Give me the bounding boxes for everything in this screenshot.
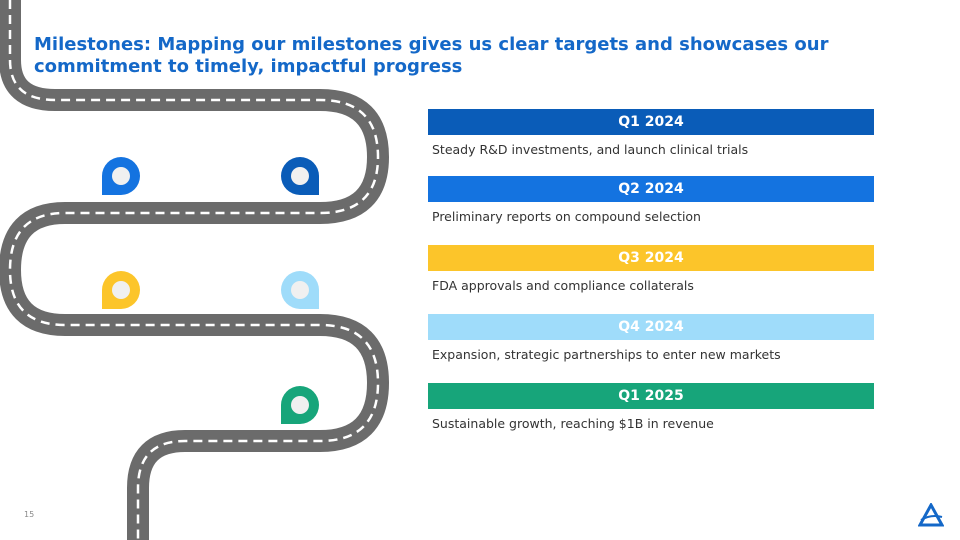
road-centerline bbox=[8, 0, 380, 540]
marker-q3-2024 bbox=[102, 271, 140, 309]
milestone-q4-2024: Q4 2024 Expansion, strategic partnership… bbox=[428, 314, 874, 362]
slide-title: Milestones: Mapping our milestones gives… bbox=[34, 34, 829, 77]
milestone-q3-2024: Q3 2024 FDA approvals and compliance col… bbox=[428, 245, 874, 293]
milestone-q1-2024: Q1 2024 Steady R&D investments, and laun… bbox=[428, 109, 874, 157]
milestone-description: Steady R&D investments, and launch clini… bbox=[432, 142, 749, 157]
milestone-label: Q3 2024 bbox=[428, 245, 874, 271]
milestone-q1-2025: Q1 2025 Sustainable growth, reaching $1B… bbox=[428, 383, 874, 431]
milestone-label: Q1 2025 bbox=[428, 383, 874, 409]
milestone-label: Q1 2024 bbox=[428, 109, 874, 135]
marker-q1-2024 bbox=[281, 157, 319, 195]
milestone-label: Q4 2024 bbox=[428, 314, 874, 340]
milestone-label: Q2 2024 bbox=[428, 176, 874, 202]
milestone-description: FDA approvals and compliance collaterals bbox=[432, 278, 694, 293]
road-illustration bbox=[0, 0, 390, 540]
milestone-q2-2024: Q2 2024 Preliminary reports on compound … bbox=[428, 176, 874, 224]
milestone-description: Sustainable growth, reaching $1B in reve… bbox=[432, 416, 714, 431]
company-logo-icon bbox=[918, 503, 944, 527]
page-number: 15 bbox=[24, 510, 35, 519]
marker-q1-2025 bbox=[281, 386, 319, 424]
marker-q2-2024 bbox=[102, 157, 140, 195]
marker-q4-2024 bbox=[281, 271, 319, 309]
road-path bbox=[0, 0, 390, 540]
milestone-description: Preliminary reports on compound selectio… bbox=[432, 209, 701, 224]
milestone-description: Expansion, strategic partnerships to ent… bbox=[432, 347, 781, 362]
